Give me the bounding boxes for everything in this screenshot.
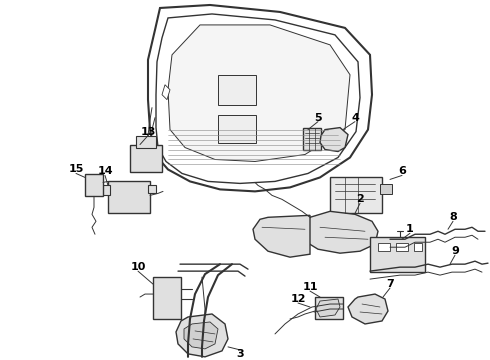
Polygon shape: [176, 314, 228, 357]
Polygon shape: [162, 85, 170, 100]
Text: 3: 3: [236, 349, 244, 359]
Bar: [85, 175, 103, 196]
Bar: [378, 243, 390, 251]
Text: 13: 13: [140, 127, 156, 136]
Bar: [153, 277, 181, 319]
Text: 12: 12: [290, 294, 306, 304]
Text: 4: 4: [351, 113, 359, 123]
Bar: [414, 243, 422, 251]
Bar: [108, 181, 150, 213]
Polygon shape: [316, 299, 340, 317]
Text: 15: 15: [68, 165, 84, 175]
Polygon shape: [184, 322, 218, 349]
Text: 9: 9: [451, 246, 459, 256]
Bar: [136, 136, 156, 148]
Polygon shape: [156, 14, 360, 183]
Polygon shape: [168, 25, 350, 162]
Bar: [330, 177, 382, 213]
Bar: [380, 184, 392, 194]
Text: 14: 14: [97, 166, 113, 176]
Bar: [148, 185, 156, 193]
Text: 8: 8: [449, 212, 457, 222]
Bar: [218, 75, 256, 105]
Text: 1: 1: [406, 224, 414, 234]
Bar: [315, 297, 343, 319]
Bar: [396, 243, 408, 251]
Text: 5: 5: [314, 113, 322, 123]
Polygon shape: [348, 294, 388, 324]
Polygon shape: [320, 127, 348, 152]
Polygon shape: [148, 5, 372, 192]
Bar: [130, 144, 162, 172]
Polygon shape: [303, 211, 378, 253]
Text: 11: 11: [302, 282, 318, 292]
Bar: [370, 237, 425, 272]
Bar: [218, 114, 256, 143]
Text: 6: 6: [398, 166, 406, 176]
Bar: [100, 185, 110, 195]
Text: 7: 7: [386, 279, 394, 289]
Polygon shape: [253, 215, 310, 257]
Text: 10: 10: [130, 262, 146, 272]
Text: 2: 2: [356, 194, 364, 204]
Bar: [303, 127, 321, 149]
